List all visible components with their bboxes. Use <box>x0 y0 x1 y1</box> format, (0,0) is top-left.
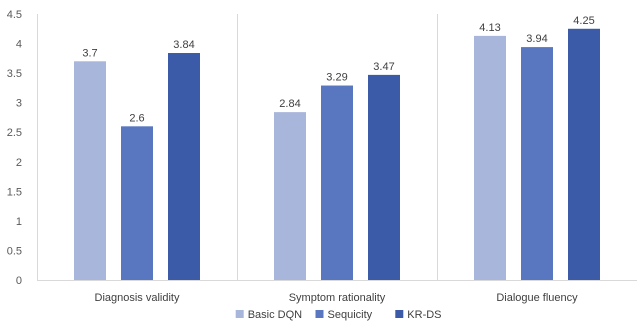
x-category-label: Symptom rationality <box>289 292 386 304</box>
y-tick-label: 3.5 <box>7 68 22 80</box>
bar <box>274 112 306 280</box>
data-label: 3.47 <box>373 61 394 73</box>
data-label: 3.29 <box>326 72 347 84</box>
data-label: 2.6 <box>129 112 144 124</box>
bar <box>74 61 106 281</box>
legend-swatch <box>235 310 244 318</box>
legend-swatch <box>315 310 324 318</box>
data-label: 4.13 <box>479 22 500 34</box>
bar <box>321 85 353 280</box>
x-category-label: Dialogue fluency <box>496 292 578 304</box>
y-tick-label: 1.5 <box>7 186 22 198</box>
data-label: 3.94 <box>526 33 547 45</box>
bar <box>521 47 553 281</box>
y-tick-label: 3 <box>16 98 22 110</box>
bar <box>168 53 200 280</box>
legend-label: Sequicity <box>328 309 373 321</box>
data-label: 3.84 <box>173 39 194 51</box>
y-tick-label: 2.5 <box>7 127 22 139</box>
legend-swatch <box>395 310 404 318</box>
bar <box>121 126 153 280</box>
y-tick-label: 4.5 <box>7 9 22 21</box>
data-label: 3.7 <box>82 47 97 59</box>
bars-layer <box>74 28 600 281</box>
y-tick-label: 0.5 <box>7 245 22 257</box>
legend: Basic DQN Sequicity KR-DS <box>235 309 442 321</box>
y-tick-label: 0 <box>16 275 22 287</box>
legend-label: Basic DQN <box>248 309 302 321</box>
y-tick-label: 4 <box>16 39 22 51</box>
x-category-label: Diagnosis validity <box>95 292 180 304</box>
bar <box>474 35 506 281</box>
y-tick-label: 2 <box>16 157 22 169</box>
bar <box>568 28 600 281</box>
axis-layer: 0 0.5 1 1.5 2 2.5 3 3.5 4 4.5 Diagnosis validity Sy… <box>7 9 637 304</box>
data-label: 4.25 <box>573 15 594 27</box>
legend-label: KR-DS <box>407 309 441 321</box>
bar <box>368 74 400 280</box>
y-tick-label: 1 <box>16 216 22 228</box>
data-labels-layer: 3.7 2.84 4.13 2.6 3.29 3.94 3.84 3.47 4.25 <box>82 15 594 125</box>
data-label: 2.84 <box>279 98 300 110</box>
